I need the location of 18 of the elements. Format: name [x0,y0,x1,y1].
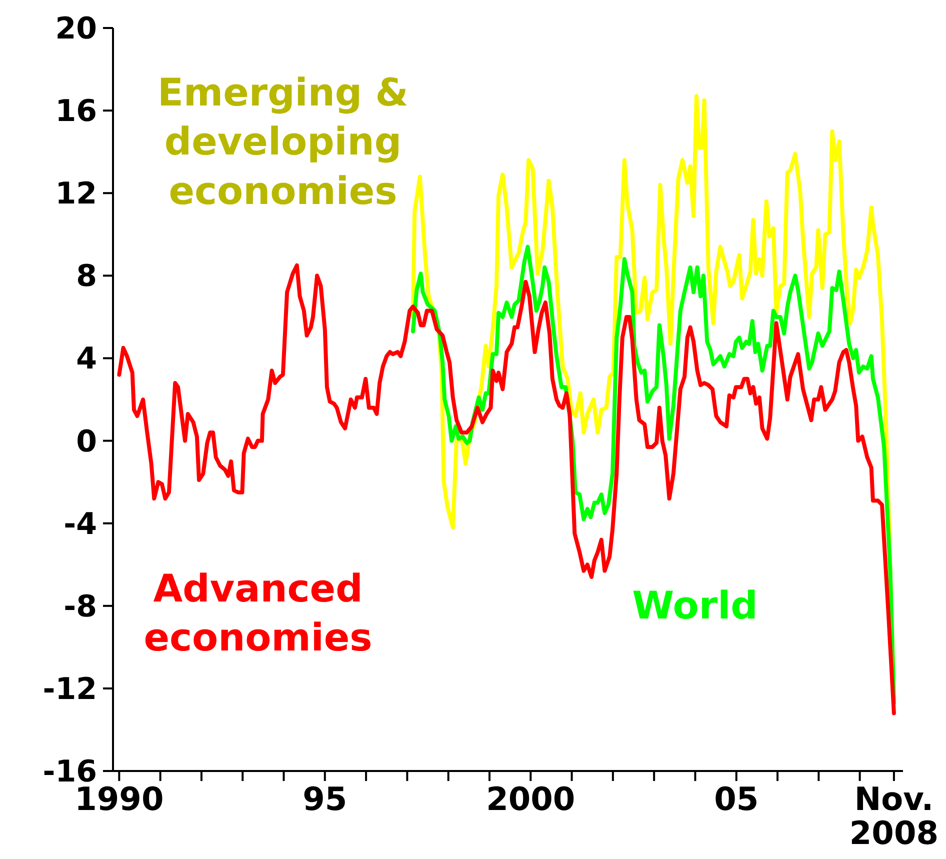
x-tick-label: 95 [302,780,348,818]
line-series [410,244,896,705]
y-tick-label: -12 [42,672,97,707]
x-tick-label: 2000 [486,780,576,818]
y-tick-label: -4 [64,506,97,542]
y-tick-label: -8 [64,589,97,624]
series-label: Advanced economies [144,566,372,660]
y-tick-label: 16 [55,94,97,130]
series-label: World [632,583,758,628]
x-tick-label: 05 [714,780,759,818]
y-tick-label: 8 [76,259,97,294]
line-series [117,263,896,716]
x-tick-label: Nov. 2008 [849,780,938,852]
y-tick-label: 20 [55,12,97,46]
series-label: Emerging & developing economies [158,70,408,214]
y-tick-label: 0 [76,424,97,460]
y-tick-label: 12 [55,176,97,212]
y-tick-label: 4 [76,342,97,377]
